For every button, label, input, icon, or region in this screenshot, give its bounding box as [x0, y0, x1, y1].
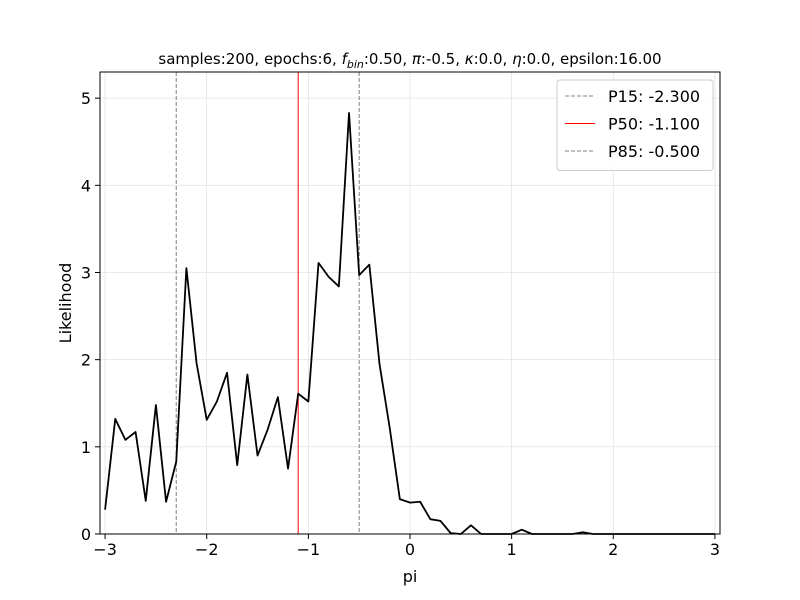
y-tick-label: 4	[81, 176, 91, 195]
legend-frame	[556, 79, 714, 171]
x-tick-label: 0	[405, 540, 415, 559]
legend-entry-label: P85: -0.500	[608, 142, 700, 161]
y-tick-label: 0	[81, 525, 91, 544]
y-tick-label: 5	[81, 89, 91, 108]
legend-entry-label: P50: -1.100	[608, 115, 700, 134]
x-tick-label: −2	[195, 540, 219, 559]
x-tick-label: 1	[507, 540, 517, 559]
y-tick-label: 3	[81, 263, 91, 282]
x-axis-ticks: −3 −2 −1 0 1 2 3	[93, 534, 720, 559]
y-axis-label: Likelihood	[56, 263, 75, 344]
x-tick-label: −1	[297, 540, 321, 559]
x-axis-label: pi	[403, 567, 418, 586]
legend: P15: -2.300 P50: -1.100 P85: -0.500	[556, 79, 714, 171]
legend-entry-label: P15: -2.300	[608, 87, 700, 106]
x-tick-label: −3	[93, 540, 117, 559]
x-tick-label: 2	[608, 540, 618, 559]
y-tick-label: 1	[81, 438, 91, 457]
chart-title: samples:200, epochs:6, fbin:0.50, π:-0.5…	[158, 50, 661, 71]
x-tick-label: 3	[710, 540, 720, 559]
y-axis-ticks: 0 1 2 3 4 5	[81, 89, 100, 544]
y-tick-label: 2	[81, 351, 91, 370]
